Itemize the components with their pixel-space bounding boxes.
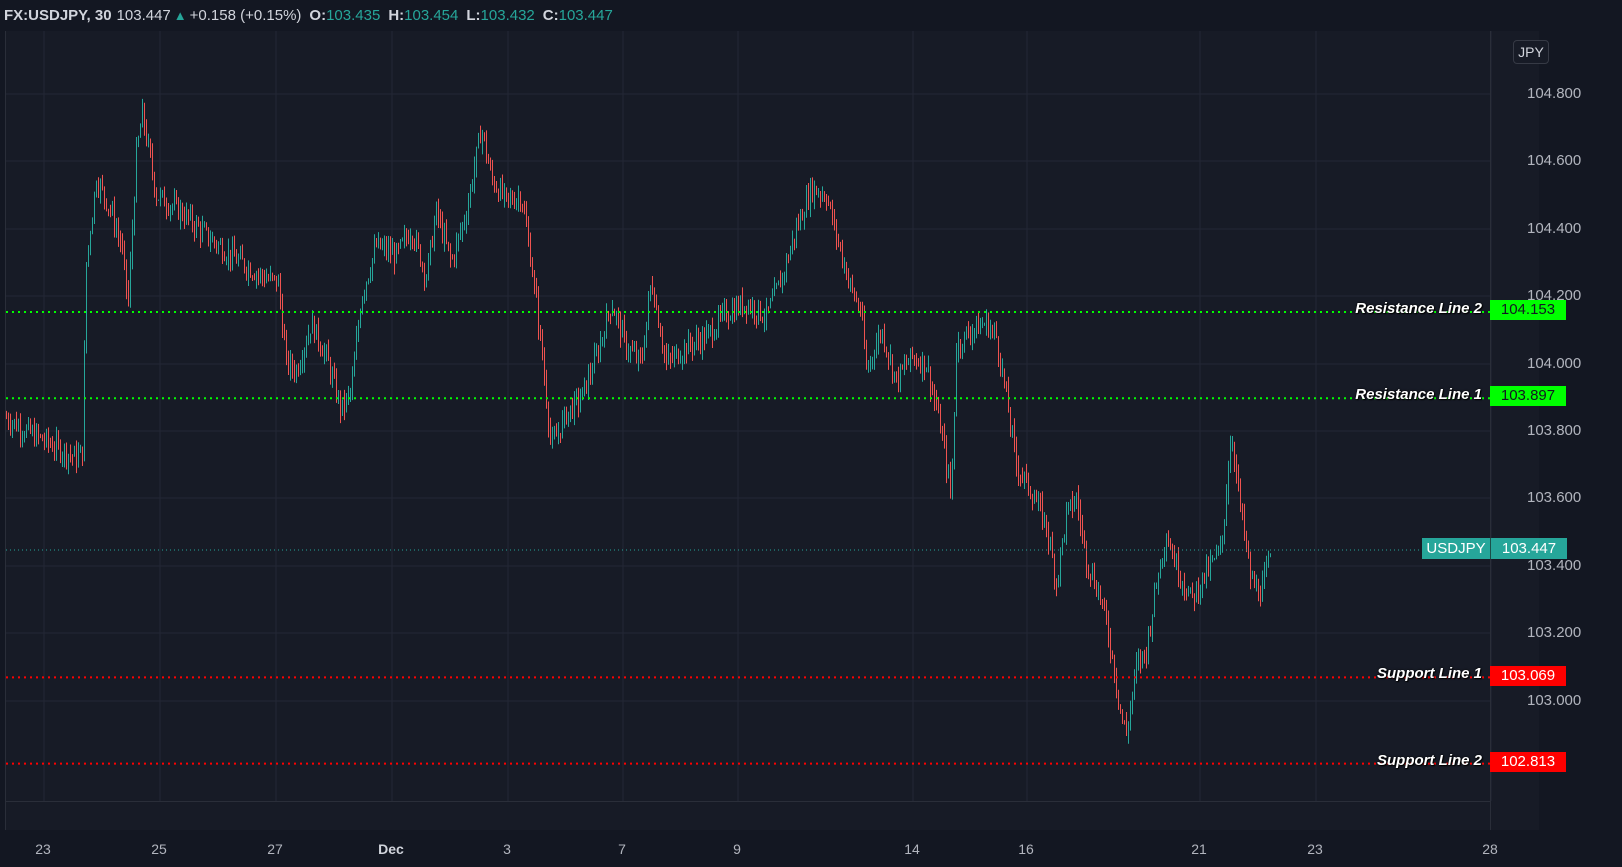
resistance-line-1-label: Resistance Line 1 [1355, 386, 1482, 403]
price-axis-label: 104.800 [1527, 85, 1582, 102]
chart-plot-area[interactable] [5, 31, 1539, 830]
price-axis-label: 104.000 [1527, 355, 1582, 372]
price-axis-label: 103.200 [1527, 624, 1582, 641]
resistance-line-1-price-tag: 103.897 [1490, 386, 1566, 406]
symbol-title[interactable]: FX:USDJPY, 30 [4, 6, 112, 24]
close-label: C: [542, 6, 559, 24]
price-axis-label: 104.200 [1527, 287, 1582, 304]
open-label: O: [309, 6, 327, 24]
close-value: 103.447 [558, 6, 613, 24]
resistance-line-2-label: Resistance Line 2 [1355, 300, 1482, 317]
price-change: +0.158 (+0.15%) [189, 6, 302, 24]
last-price-tag: USDJPY 103.447 [1422, 538, 1567, 559]
time-axis-label: 25 [151, 841, 167, 857]
price-axis-label: 103.000 [1527, 692, 1582, 709]
price-axis-label: 104.600 [1527, 152, 1582, 169]
low-label: L: [466, 6, 481, 24]
low-value: 103.432 [480, 6, 535, 24]
time-axis-label: 23 [1307, 841, 1323, 857]
price-axis-label: 103.800 [1527, 422, 1582, 439]
time-axis-label: Dec [378, 841, 404, 857]
time-axis-label: 16 [1018, 841, 1034, 857]
support-line-2-label: Support Line 2 [1377, 752, 1482, 769]
resistance-line-2-price-tag: 104.153 [1490, 300, 1566, 320]
time-axis-label: 23 [35, 841, 51, 857]
time-axis-label: 27 [267, 841, 283, 857]
last-price: 103.447 [116, 6, 171, 24]
candlestick-chart[interactable] [6, 31, 1539, 830]
support-line-1-price-tag: 103.069 [1490, 666, 1566, 686]
high-label: H: [388, 6, 405, 24]
support-line-2-price-tag: 102.813 [1490, 752, 1566, 772]
high-value: 103.454 [404, 6, 459, 24]
time-axis-label: 14 [904, 841, 920, 857]
time-axis-border [5, 801, 1490, 802]
up-arrow-icon: ▲ [173, 7, 187, 23]
currency-button[interactable]: JPY [1513, 40, 1549, 64]
price-axis-border [1490, 31, 1491, 830]
time-axis-label: 21 [1191, 841, 1207, 857]
symbol-tag-name: USDJPY [1422, 538, 1491, 559]
legend-header: FX:USDJPY, 30 103.447 ▲ +0.158 (+0.15%) … [0, 0, 1622, 30]
time-axis-label: 28 [1482, 841, 1498, 857]
open-value: 103.435 [326, 6, 381, 24]
symbol-tag-price: 103.447 [1501, 540, 1557, 557]
price-axis-label: 103.600 [1527, 489, 1582, 506]
price-axis-label: 104.400 [1527, 220, 1582, 237]
time-axis-label: 9 [733, 841, 741, 857]
price-axis-label: 103.400 [1527, 557, 1582, 574]
time-axis-label: 7 [618, 841, 626, 857]
time-axis-label: 3 [503, 841, 511, 857]
support-line-1-label: Support Line 1 [1377, 665, 1482, 682]
